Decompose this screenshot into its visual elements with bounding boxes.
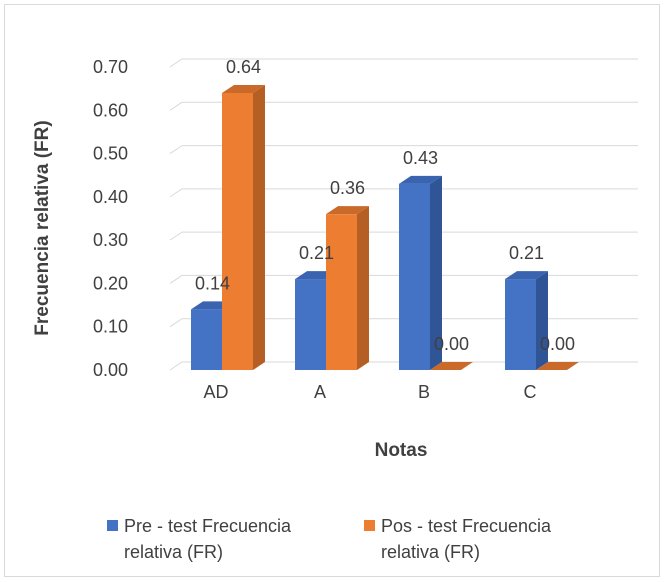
- gridline: [169, 318, 638, 328]
- bar-front-face: [191, 309, 222, 370]
- y-tick-label: 0.50: [93, 144, 128, 164]
- bar-pos-a: [326, 206, 369, 370]
- bar-pos-ad: [222, 84, 265, 370]
- bar-side-face: [430, 175, 442, 370]
- x-tick-label: A: [314, 382, 326, 402]
- gridline: [169, 145, 638, 154]
- x-tick-label: AD: [203, 382, 228, 402]
- y-tick-label: 0.70: [93, 57, 128, 77]
- bar-top-face: [326, 206, 369, 215]
- bar-pre-b: [399, 175, 442, 370]
- bar-front-face: [399, 183, 430, 370]
- bar-front-face: [326, 214, 357, 370]
- y-tick-label: 0.00: [93, 360, 128, 380]
- y-tick-label: 0.60: [93, 100, 128, 120]
- data-label: 0.00: [434, 334, 469, 354]
- bar-front-face: [505, 279, 536, 370]
- bar-top-face: [430, 362, 473, 370]
- data-label: 0.00: [540, 334, 575, 354]
- gridline: [169, 58, 638, 68]
- bar-top-face: [536, 362, 579, 370]
- bar-side-face: [536, 271, 548, 370]
- x-tick-label: C: [524, 382, 537, 402]
- data-labels: 0.14 0.64 0.21 0.36 0.43 0.00 0.21 0.00: [195, 57, 575, 354]
- gridlines: [169, 58, 638, 371]
- bar-pre-c: [505, 271, 548, 370]
- gridline: [169, 361, 638, 371]
- bars: [191, 84, 579, 370]
- y-tick-label: 0.20: [93, 273, 128, 293]
- data-label: 0.14: [195, 273, 230, 293]
- data-label: 0.21: [509, 243, 544, 263]
- legend-label-pos: Pos - test Frecuencia relativa (FR): [381, 516, 552, 562]
- data-label: 0.64: [226, 57, 261, 77]
- bar-chart: 0.00 0.10 0.20 0.30 0.40 0.50 0.60 0.70 0.14 0.6…: [32, 57, 638, 461]
- data-label: 0.21: [299, 243, 334, 263]
- bar-front-face: [222, 92, 253, 370]
- bar-side-face: [253, 84, 265, 370]
- legend-item-pos: Pos - test Frecuencia relativa (FR): [364, 513, 581, 565]
- gridline: [169, 274, 638, 284]
- y-axis-title: Frecuencia relativa (FR): [32, 120, 53, 335]
- bar-front-face: [295, 279, 326, 370]
- legend-swatch-pos: [364, 520, 375, 531]
- legend: Pre - test Frecuencia relativa (FR) Pos …: [0, 510, 667, 570]
- y-tick-label: 0.40: [93, 187, 128, 207]
- x-axis-title: Notas: [375, 440, 428, 461]
- bar-top-face: [399, 175, 442, 184]
- bar-side-face: [357, 206, 369, 370]
- y-tick-label: 0.10: [93, 317, 128, 337]
- y-axis-ticks: 0.00 0.10 0.20 0.30 0.40 0.50 0.60 0.70: [93, 57, 128, 380]
- x-tick-label: B: [418, 382, 430, 402]
- legend-swatch-pre: [107, 520, 118, 531]
- data-label: 0.36: [330, 178, 365, 198]
- data-label: 0.43: [403, 148, 438, 168]
- x-axis-ticks: AD A B C: [203, 382, 536, 402]
- bar-top-face: [505, 271, 548, 280]
- bar-pos-c: [536, 362, 579, 370]
- y-tick-label: 0.30: [93, 230, 128, 250]
- legend-label-pre: Pre - test Frecuencia relativa (FR): [124, 516, 292, 562]
- gridline: [169, 101, 638, 111]
- gridline: [169, 188, 638, 198]
- legend-item-pre: Pre - test Frecuencia relativa (FR): [107, 513, 324, 565]
- bar-top-face: [222, 84, 265, 93]
- bar-pos-b: [430, 362, 473, 370]
- gridline: [169, 231, 638, 241]
